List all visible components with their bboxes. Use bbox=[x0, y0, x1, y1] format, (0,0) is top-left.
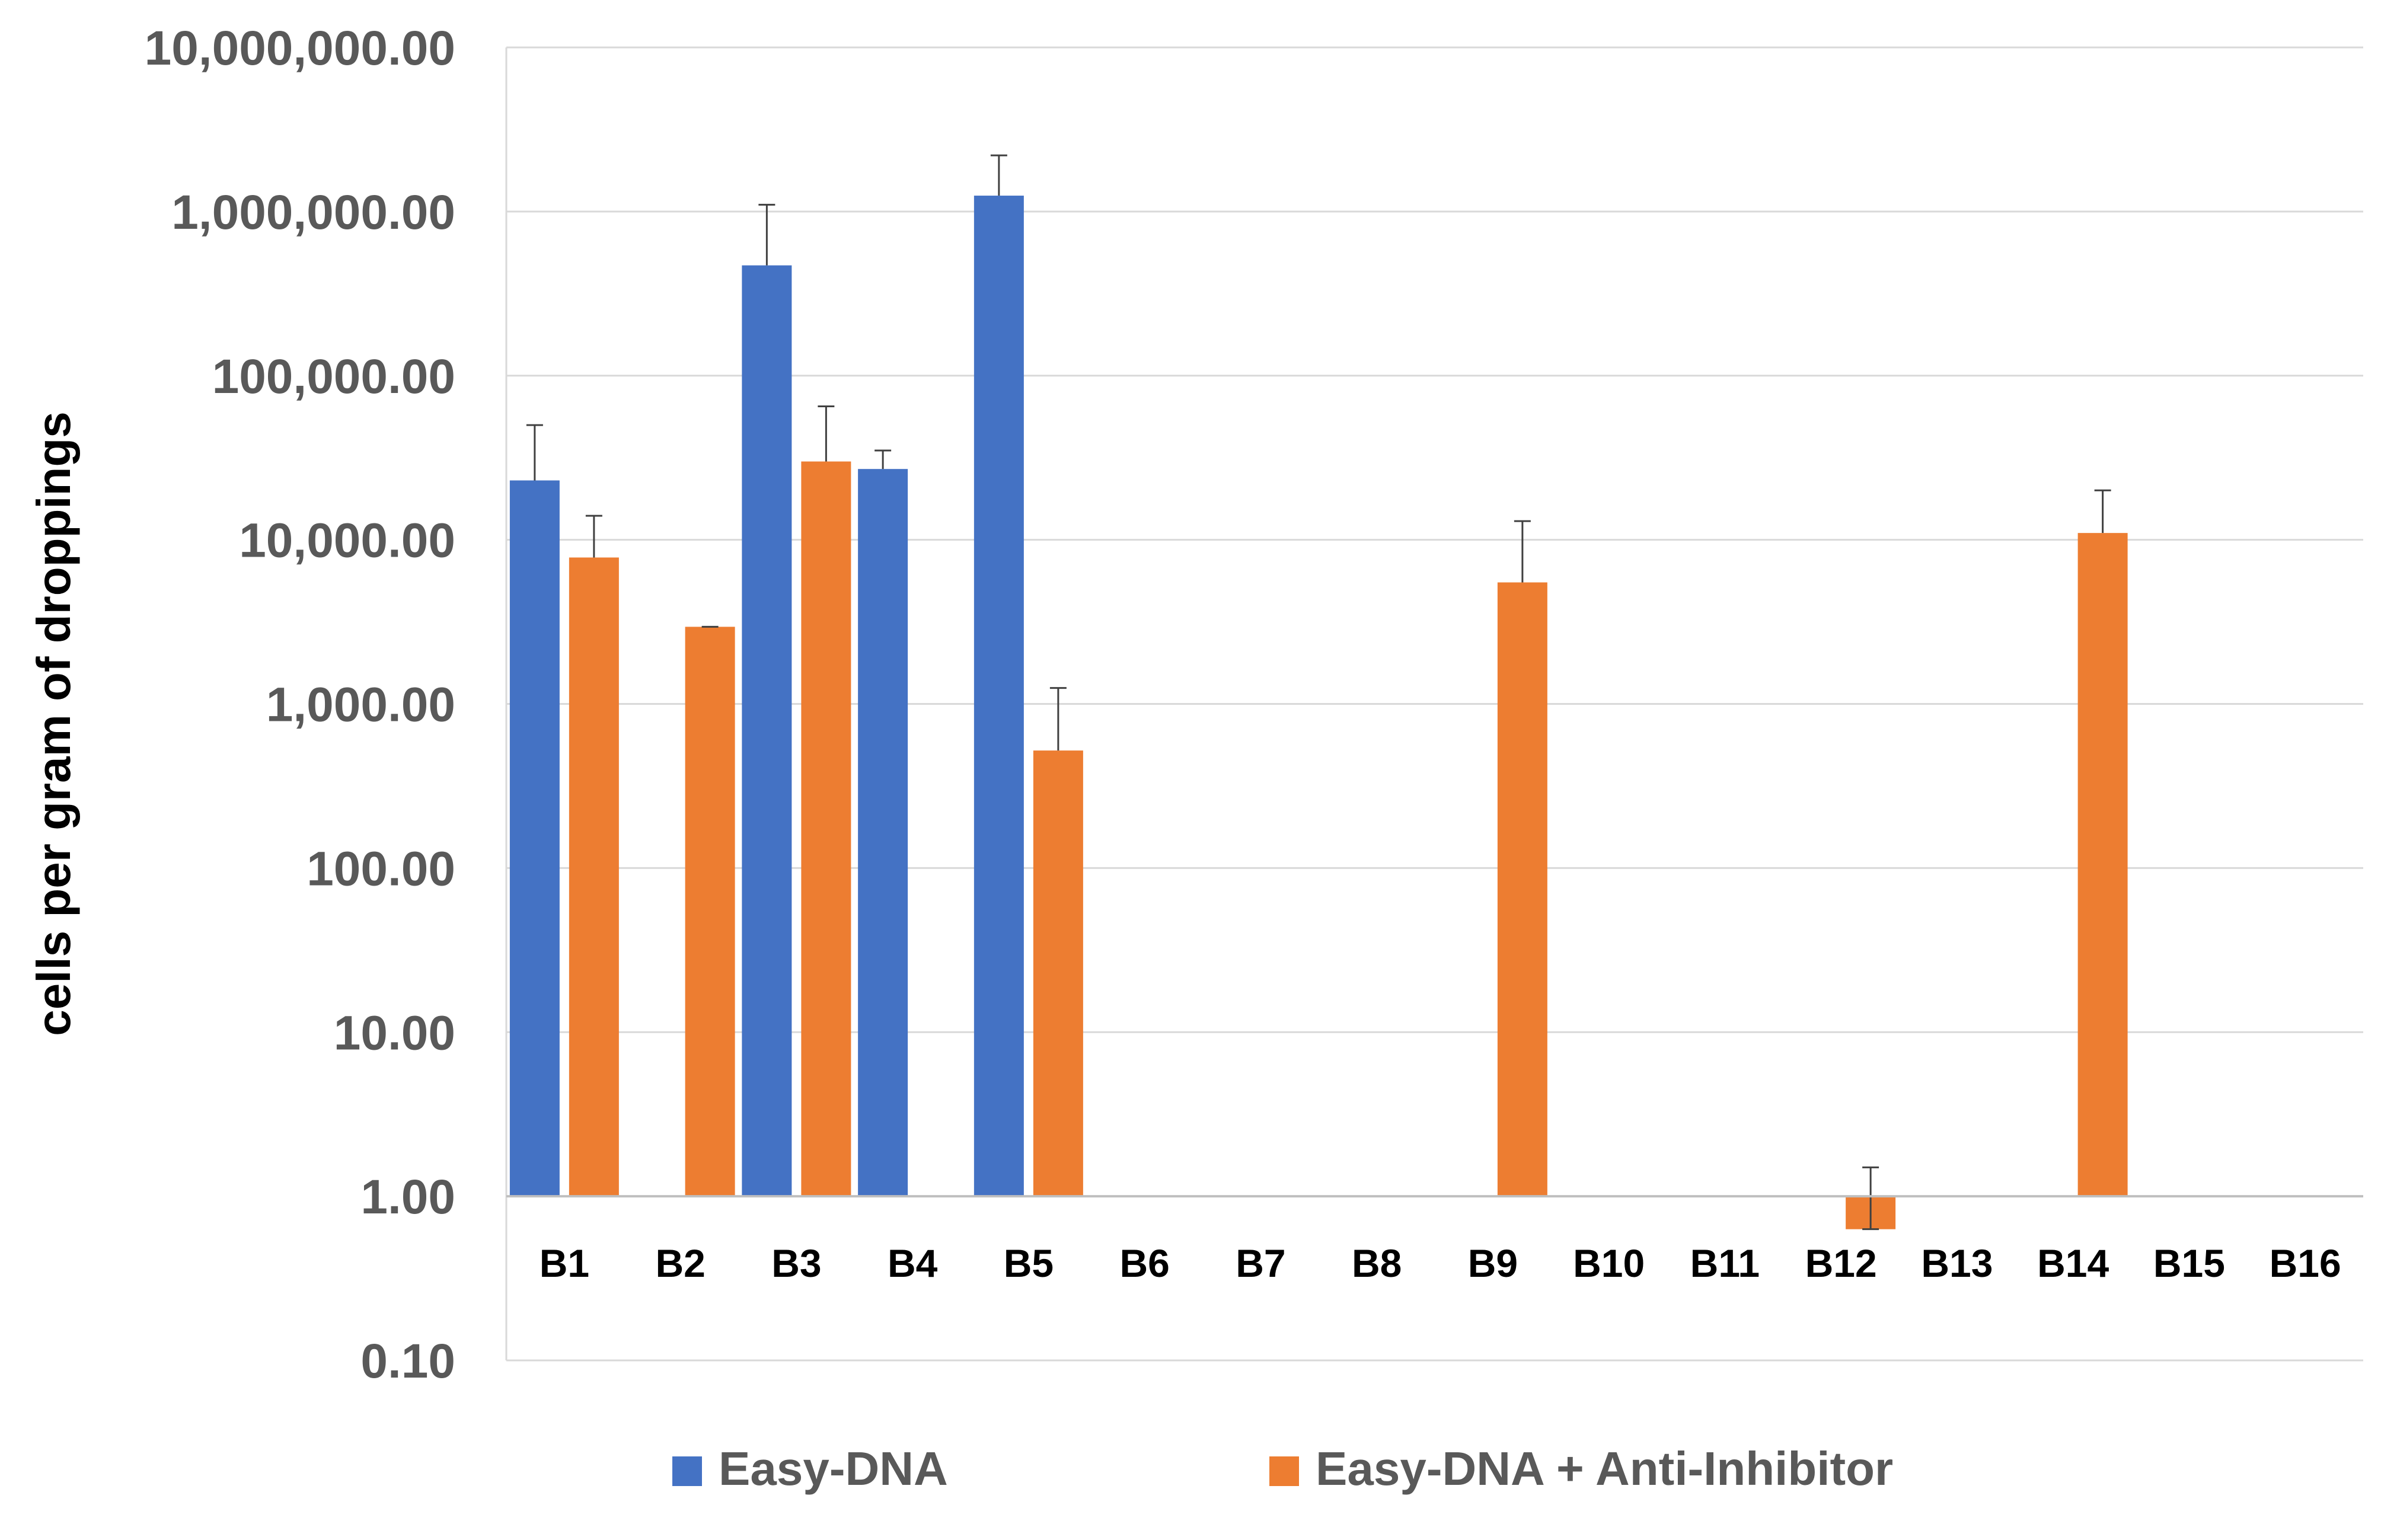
y-axis-label: cells per gram of droppings bbox=[27, 411, 80, 1036]
x-axis-ticks: B1 B2 B3 B4 B5 B6 B7 B8 B9 B10 B11 B12 B13 B14 B15 B16 bbox=[540, 1241, 2341, 1285]
x-tick-label: B11 bbox=[1690, 1241, 1760, 1285]
bar-easy-dna-b3 bbox=[742, 265, 792, 1197]
y-tick-label: 0.10 bbox=[360, 1334, 455, 1388]
bar-easy-dna-anti-inhibitor-b5 bbox=[1033, 750, 1083, 1197]
x-tick-label: B16 bbox=[2270, 1241, 2341, 1285]
bar-easy-dna-b5 bbox=[974, 196, 1024, 1197]
bar-easy-dna-anti-inhibitor-b9 bbox=[1497, 582, 1547, 1197]
bar-easy-dna-anti-inhibitor-b1 bbox=[569, 557, 619, 1197]
x-tick-label: B4 bbox=[888, 1241, 938, 1285]
x-tick-label: B10 bbox=[1573, 1241, 1645, 1285]
y-axis-ticks: 0.10 1.00 10.00 100.00 1,000.00 10,000.00 100,… bbox=[145, 21, 455, 1388]
legend-label: Easy-DNA + Anti-Inhibitor bbox=[1316, 1442, 1893, 1495]
legend-label: Easy-DNA bbox=[719, 1442, 948, 1495]
y-tick-label: 10.00 bbox=[334, 1006, 455, 1060]
bar-easy-dna-anti-inhibitor-b2 bbox=[685, 627, 735, 1197]
x-tick-label: B15 bbox=[2153, 1241, 2225, 1285]
y-tick-label: 10,000,000.00 bbox=[145, 21, 455, 75]
x-tick-label: B12 bbox=[1805, 1241, 1877, 1285]
legend-swatch bbox=[672, 1456, 702, 1486]
x-tick-label: B6 bbox=[1119, 1241, 1169, 1285]
x-tick-label: B13 bbox=[1921, 1241, 1993, 1285]
y-tick-label: 1.00 bbox=[360, 1170, 455, 1224]
x-tick-label: B1 bbox=[540, 1241, 589, 1285]
bar-easy-dna-anti-inhibitor-b14 bbox=[2077, 533, 2128, 1197]
y-tick-label: 10,000.00 bbox=[239, 514, 455, 568]
x-tick-label: B14 bbox=[2037, 1241, 2109, 1285]
legend: Easy-DNA Easy-DNA + Anti-Inhibitor bbox=[672, 1442, 1893, 1495]
x-tick-label: B3 bbox=[771, 1241, 821, 1285]
y-tick-label: 100,000.00 bbox=[212, 350, 455, 404]
axes bbox=[505, 47, 2363, 1360]
x-tick-label: B9 bbox=[1468, 1241, 1518, 1285]
y-tick-label: 1,000.00 bbox=[266, 678, 455, 732]
bars bbox=[509, 196, 2128, 1229]
y-tick-label: 1,000,000.00 bbox=[171, 186, 455, 239]
x-tick-label: B7 bbox=[1236, 1241, 1285, 1285]
bar-easy-dna-b1 bbox=[509, 480, 560, 1197]
bar-easy-dna-b4 bbox=[858, 469, 908, 1197]
y-tick-label: 100.00 bbox=[307, 842, 455, 896]
x-tick-label: B2 bbox=[655, 1241, 705, 1285]
error-bars bbox=[526, 154, 2111, 1231]
bar-easy-dna-anti-inhibitor-b3 bbox=[801, 461, 851, 1197]
legend-swatch bbox=[1269, 1456, 1299, 1486]
x-tick-label: B8 bbox=[1352, 1241, 1402, 1285]
x-tick-label: B5 bbox=[1004, 1241, 1054, 1285]
